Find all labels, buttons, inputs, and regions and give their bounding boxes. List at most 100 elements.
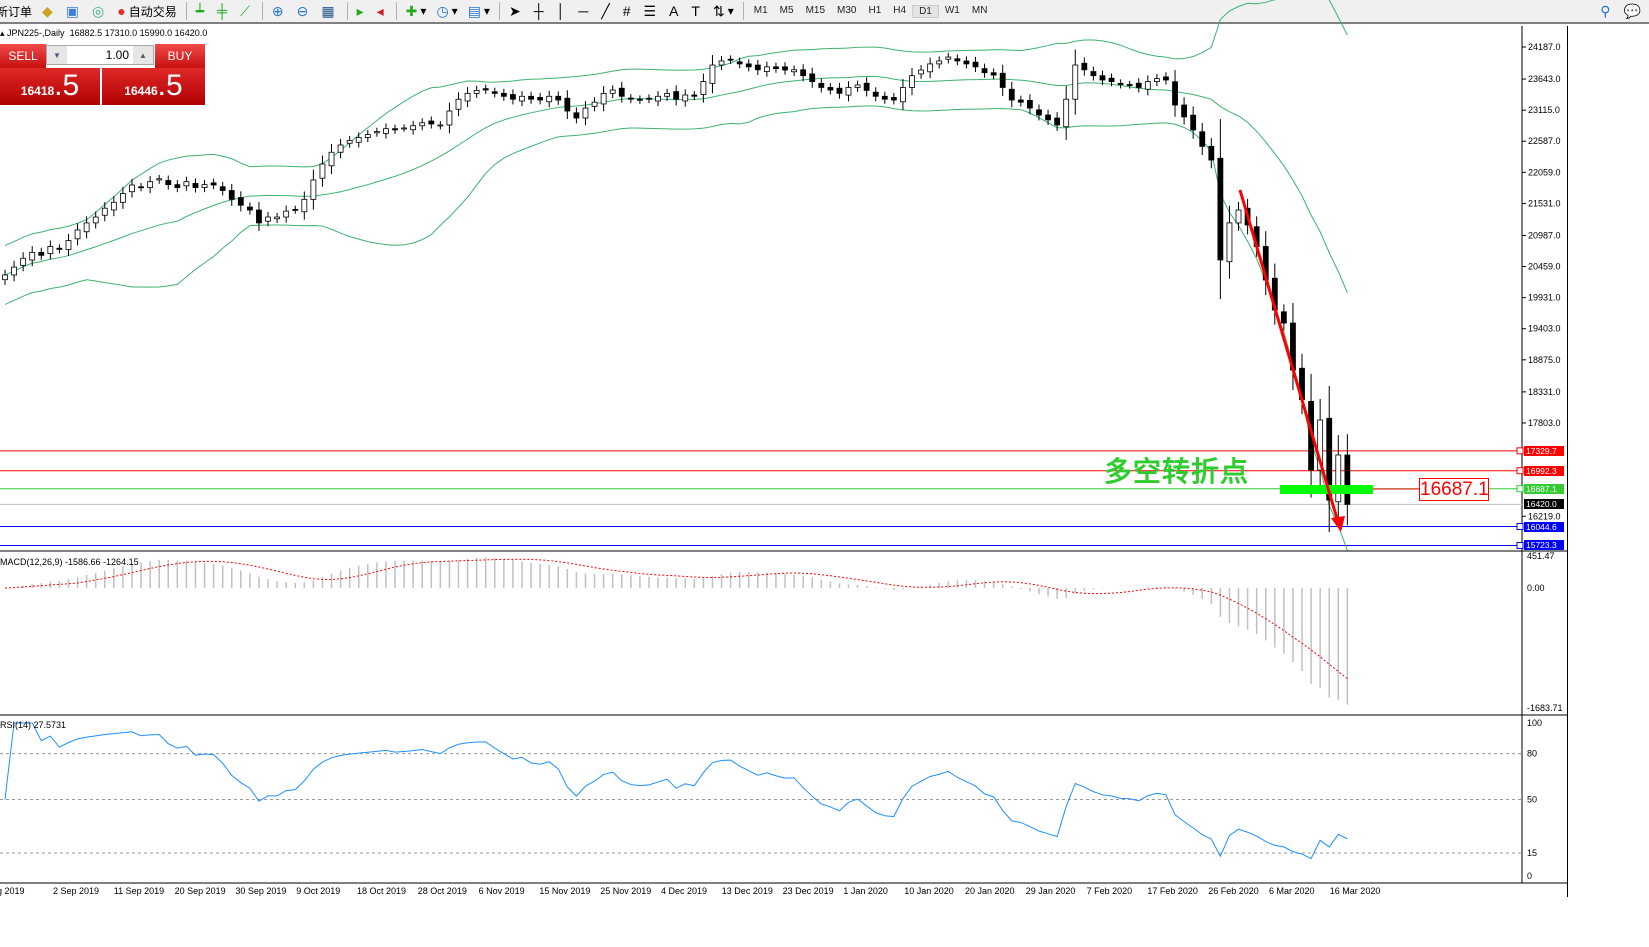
chart-title: ▴ JPN225-,Daily 16882.5 17310.0 15990.0 … [0, 28, 208, 38]
templates-button[interactable]: ▤ ▾ [467, 2, 490, 19]
candle-body [1027, 100, 1033, 109]
terminal-button[interactable]: ▣ [61, 1, 87, 21]
periods-button[interactable]: ◷ ▾ [436, 2, 458, 19]
candle-body [1199, 131, 1206, 147]
annotation-text[interactable]: 多空转折点 [1104, 456, 1250, 487]
rsi-tick-label: 100 [1527, 718, 1542, 728]
price-label-box[interactable]: 16687.1 [1419, 478, 1489, 501]
candle-body [727, 58, 734, 61]
green-zone-bar [1280, 485, 1373, 494]
candle-body [1144, 81, 1151, 90]
chart-shift-icon: ◂ [376, 2, 384, 19]
text-button[interactable]: A [664, 1, 686, 21]
search-icon: ⚲ [1600, 2, 1611, 19]
vertical-line-button[interactable]: │ [552, 1, 574, 21]
line-handle [1516, 523, 1524, 531]
candle-body [637, 98, 643, 101]
lot-size-input[interactable]: 1.00 [105, 48, 129, 62]
divider [498, 2, 500, 20]
timeframe-m5[interactable]: M5 [779, 4, 794, 16]
timeframe-h1[interactable]: H1 [868, 4, 882, 16]
crosshair-button[interactable]: ┼ [529, 1, 552, 21]
x-tick-label: 23 Dec 2019 [782, 886, 834, 896]
buy-price-button[interactable]: 16446.5 [102, 68, 205, 105]
y-tick-label: 18875.0 [1528, 355, 1561, 365]
candle-body [655, 95, 661, 102]
candle-body [473, 90, 480, 94]
new-order-button[interactable]: 新订单 [0, 1, 37, 21]
x-tick-label: 6 Nov 2019 [478, 886, 525, 896]
candle-body [274, 216, 281, 220]
candle-body [809, 73, 816, 82]
decrease-lot-button[interactable]: ▼ [47, 46, 67, 64]
line-chart-button[interactable]: ⟋ [235, 1, 258, 21]
x-tick-label: 1 Jan 2020 [843, 886, 888, 896]
sell-price-button[interactable]: 16418.5 [0, 68, 100, 105]
y-tick-label: 24187.0 [1528, 42, 1561, 52]
tile-windows-button[interactable]: ▦ [316, 1, 342, 21]
timeframe-d1[interactable]: D1 [912, 4, 939, 18]
timeframe-w1[interactable]: W1 [944, 4, 960, 16]
sell-button[interactable]: SELL [0, 44, 46, 68]
terminal-icon: ▣ [65, 2, 80, 19]
template-icon: ▤ [467, 2, 481, 19]
macd-signal-line [4, 558, 1348, 680]
bar-chart-button[interactable]: ┷ [191, 1, 212, 21]
timeframe-m15[interactable]: M15 [805, 4, 826, 16]
candle-body [664, 92, 671, 97]
arrows-button[interactable]: ⇅ ▾ [712, 2, 734, 19]
candle-body [854, 84, 861, 88]
increase-lot-button[interactable]: ▲ [133, 46, 153, 64]
chart-window[interactable] [0, 26, 1568, 897]
candle-body [355, 137, 362, 143]
candle-body [156, 178, 163, 181]
candle-body [1063, 98, 1070, 128]
fibonacci-icon: ☰ [643, 2, 657, 19]
candlestick-button[interactable]: ╪ [212, 1, 235, 21]
text-icon: A [669, 3, 679, 19]
zoom-out-button[interactable]: ⊖ [292, 1, 317, 21]
signals-button[interactable]: ◎ [87, 1, 112, 21]
candle-body [609, 89, 616, 94]
candle-body [147, 181, 154, 188]
chart-shift-button[interactable]: ◂ [372, 1, 392, 21]
candle-body [1072, 64, 1079, 100]
timeframe-h4[interactable]: H4 [893, 4, 907, 16]
rsi-line [4, 722, 1348, 860]
channel-button[interactable]: # [618, 1, 639, 21]
candle-body [1126, 84, 1133, 86]
timeframe-m1[interactable]: M1 [753, 4, 768, 16]
buy-button[interactable]: BUY [155, 44, 205, 68]
candle-body [228, 190, 235, 200]
fibonacci-button[interactable]: ☰ [639, 1, 665, 21]
auto-scroll-button[interactable]: ▸ [352, 1, 372, 21]
candle-body [174, 184, 181, 188]
trendline-button[interactable]: ╱ [596, 1, 617, 21]
candle-body [1117, 82, 1124, 85]
horizontal-line-button[interactable]: ─ [573, 1, 596, 21]
timeframe-m30[interactable]: M30 [837, 4, 857, 16]
zoom-in-button[interactable]: ⊕ [267, 1, 292, 21]
indicators-button[interactable]: ✚ ▾ [405, 2, 427, 19]
candle-body [718, 60, 725, 66]
cursor-icon: ➤ [508, 2, 521, 19]
ohlc-readout: 16882.5 17310.0 15990.0 16420.0 [69, 28, 208, 38]
line-chart-icon: ⟋ [240, 2, 250, 19]
history-center-button[interactable]: ◆ [37, 1, 61, 21]
text-label-button[interactable]: T [686, 1, 708, 21]
lot-size-stepper[interactable]: ▼ 1.00 ▲ [46, 45, 154, 65]
candle-body [945, 56, 952, 60]
auto-trading-button[interactable]: ● 自动交易 [112, 1, 181, 21]
candle-body [410, 125, 417, 131]
timeframe-mn[interactable]: MN [971, 4, 988, 16]
search-button[interactable]: ⚲ [1595, 1, 1618, 21]
price-tag: 17329.7 [1524, 445, 1564, 456]
y-tick-label: 23643.0 [1528, 74, 1561, 84]
y-tick-label: 19403.0 [1528, 324, 1561, 334]
x-tick-label: 20 Jan 2020 [965, 886, 1015, 896]
chat-button[interactable]: 💬 [1619, 1, 1649, 21]
candle-body [754, 64, 761, 71]
candle-body [56, 247, 63, 250]
cursor-button[interactable]: ➤ [504, 1, 529, 21]
